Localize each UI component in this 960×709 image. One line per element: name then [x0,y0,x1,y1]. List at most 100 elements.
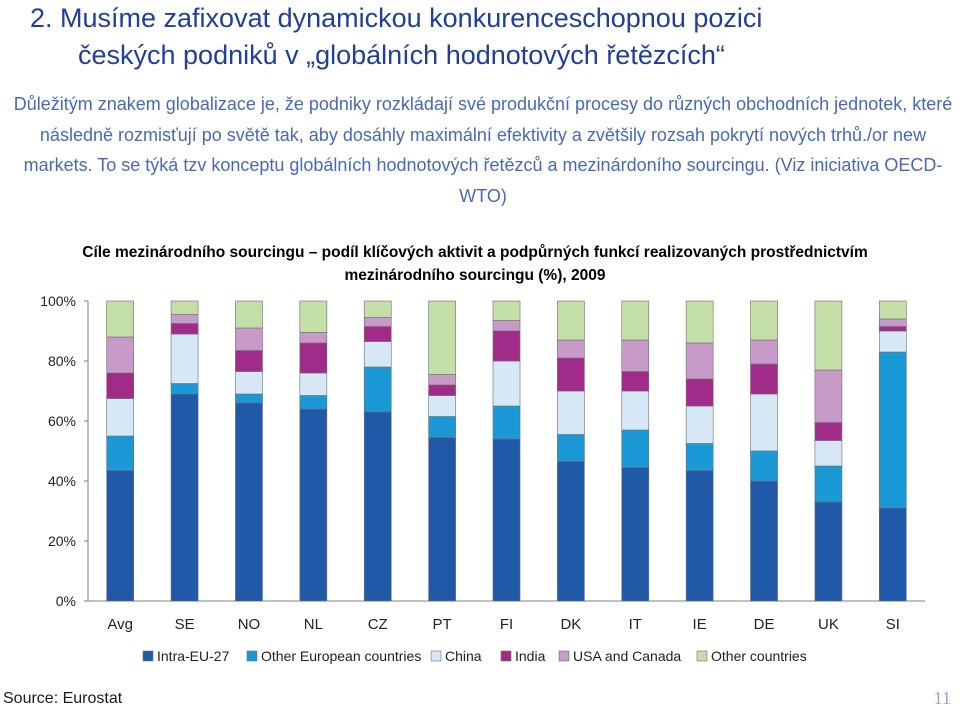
bar-segment [878,300,907,320]
bar-segment [363,341,392,368]
legend-label: Other European countries [261,648,421,664]
bar-segment [170,300,199,315]
bar-segment [621,429,650,468]
bar-segment [557,434,585,462]
bar-segment [557,461,585,602]
bar-segment [814,501,843,602]
bar-segment [235,300,263,329]
bar-segment [428,416,456,438]
x-tick-label: Avg [107,616,133,633]
bar-segment [428,374,456,386]
legend-label: USA and Canada [573,648,681,664]
y-tick-label: 60% [48,413,76,429]
bar-segment [492,320,521,332]
bar-segment [299,332,328,344]
legend-label: Intra-EU-27 [157,648,230,664]
bar-segment [492,330,521,362]
bar-segment [621,339,650,372]
bar-segment [878,330,907,353]
bar-segment [878,326,907,332]
bar-segment [363,411,392,602]
bar-segment [363,366,392,413]
x-tick-label: IE [693,616,707,633]
bar-segment [106,435,135,471]
x-tick-label: NO [238,616,261,633]
legend-label: China [445,648,482,664]
bar-segment [557,300,585,341]
y-tick-label: 100% [40,293,76,309]
stacked-bar-chart: 0% 20% 40% 60% 80% 100% Avg SE NO NL CZ PT FI DK IT IE D… [40,293,925,664]
bar-segment [299,300,328,333]
bar-segment [685,342,714,380]
bar-segment [299,408,328,602]
x-tick-label: DK [560,616,581,633]
bar-segment [299,395,328,410]
legend-swatch [430,650,442,662]
bar-segment [428,384,456,396]
bar-segment [685,378,714,407]
bar-segment [106,336,135,374]
legend-swatch [142,650,154,662]
legend-label: India [515,648,546,664]
intro-paragraph: Důležitým znakem globalizace je, že podn… [13,94,953,206]
y-tick-label: 0% [56,593,76,609]
x-tick-label: CZ [368,616,388,633]
bar-segment [170,393,199,602]
y-tick-label: 40% [48,473,76,489]
legend-swatch [246,650,258,662]
bar-segment [492,438,521,602]
bar-segment [557,390,585,435]
bar-segment [878,351,907,509]
bar-segment [750,363,778,395]
bar-segment [557,357,585,392]
bar-segment [299,342,328,374]
x-tick-label: PT [433,616,452,633]
y-tick-label: 20% [48,533,76,549]
x-tick-label: NL [304,616,323,633]
bar-segment [428,395,456,417]
x-tick-label: SI [886,616,900,633]
slide-title-line-2: českých podniků v „globálních hodnotovýc… [78,40,725,70]
bar-segment [106,372,135,399]
bar-segment [814,300,843,371]
bar-segment [685,300,714,344]
y-tick-label: 80% [48,353,76,369]
bar-segment [621,371,650,392]
x-tick-label: SE [175,616,195,633]
legend-label: Other countries [711,648,807,664]
x-tick-label: DE [754,616,775,633]
bar-segment [750,450,778,482]
bar-segment [878,507,907,602]
bar-segment [814,465,843,503]
bar-segment [492,405,521,440]
legend-swatch [500,650,512,662]
bar-segment [170,314,199,324]
bar-segment [428,437,456,602]
bar-segment [814,422,843,441]
bar-segment [235,327,263,351]
bar-segment [363,326,392,342]
bar-segment [685,443,714,471]
bar-segment [428,300,456,375]
bar-segment [750,339,778,365]
bar-segment [235,350,263,372]
legend-swatch [696,650,708,662]
bar-segment [814,369,843,423]
bar-segment [814,440,843,467]
bar-segment [299,372,328,396]
page-number: 11 [933,688,951,708]
bar-segment [492,300,521,321]
bar-segment [750,393,778,452]
bar-segment [492,360,521,407]
bar-segment [685,470,714,602]
bar-segment [235,402,263,602]
bar-segment [621,390,650,431]
chart-title: Cíle mezinárodního sourcingu – podíl klí… [82,244,868,284]
bar-segment [621,467,650,602]
bar-segment [106,300,135,338]
bar-segment [170,383,199,395]
x-tick-label: IT [629,616,642,633]
bar-segment [235,371,263,395]
slide-title-line-1: 2. Musíme zafixovat dynamickou konkurenc… [30,3,763,33]
bar-segment [363,300,392,318]
